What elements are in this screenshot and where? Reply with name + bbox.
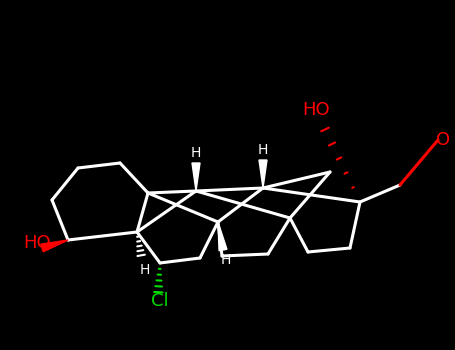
Text: H: H <box>191 146 201 160</box>
Polygon shape <box>259 160 267 188</box>
Polygon shape <box>218 222 227 251</box>
Text: Cl: Cl <box>151 292 169 310</box>
Text: H: H <box>221 253 231 267</box>
Text: HO: HO <box>23 234 51 252</box>
Text: H: H <box>258 143 268 157</box>
Polygon shape <box>41 240 68 252</box>
Text: HO: HO <box>302 101 330 119</box>
Text: H: H <box>140 263 150 277</box>
Text: O: O <box>436 131 450 149</box>
Polygon shape <box>192 163 200 191</box>
